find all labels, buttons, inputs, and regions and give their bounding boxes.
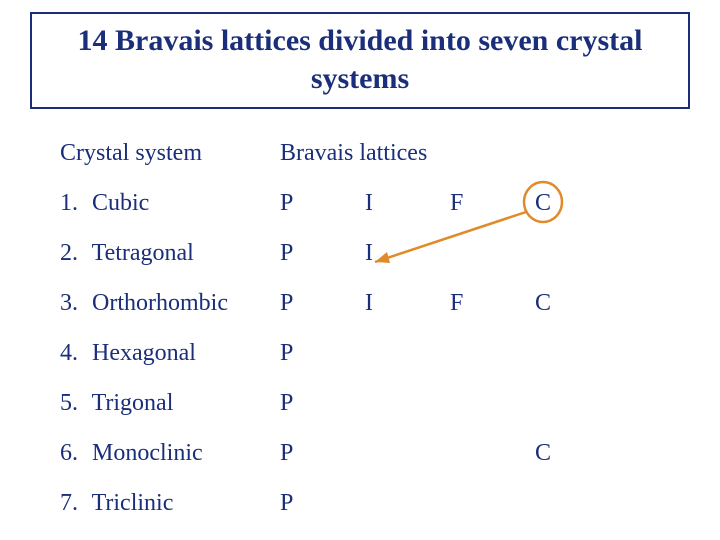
system-cell: 6. Monoclinic bbox=[60, 440, 280, 467]
system-name: Triclinic bbox=[92, 490, 174, 516]
system-cell: 7. Triclinic bbox=[60, 490, 280, 517]
row-number: 4. bbox=[60, 340, 86, 367]
page-title: 14 Bravais lattices divided into seven c… bbox=[42, 22, 678, 97]
cell-f bbox=[450, 490, 535, 517]
cell-p: P bbox=[280, 290, 365, 317]
cell-f bbox=[450, 390, 535, 417]
cell-f: F bbox=[450, 290, 535, 317]
cell-i: I bbox=[365, 190, 450, 217]
cell-p: P bbox=[280, 440, 365, 467]
table-row: 2. Tetragonal P I bbox=[60, 240, 620, 290]
table-header-row: Crystal system Bravais lattices bbox=[60, 140, 620, 190]
system-name: Orthorhombic bbox=[92, 290, 228, 316]
row-number: 5. bbox=[60, 390, 86, 417]
lattice-cells: P I bbox=[280, 240, 620, 267]
system-name: Trigonal bbox=[92, 390, 174, 416]
table-row: 4. Hexagonal P bbox=[60, 340, 620, 390]
cell-p: P bbox=[280, 390, 365, 417]
lattice-cells: P bbox=[280, 340, 620, 367]
cell-f: F bbox=[450, 190, 535, 217]
lattice-cells: P bbox=[280, 390, 620, 417]
system-name: Cubic bbox=[92, 190, 149, 216]
cell-p: P bbox=[280, 340, 365, 367]
lattice-cells: P bbox=[280, 490, 620, 517]
table-row: 6. Monoclinic P C bbox=[60, 440, 620, 490]
system-name: Monoclinic bbox=[92, 440, 203, 466]
system-cell: 5. Trigonal bbox=[60, 390, 280, 417]
cell-f bbox=[450, 440, 535, 467]
system-cell: 1. Cubic bbox=[60, 190, 280, 217]
row-number: 6. bbox=[60, 440, 86, 467]
cell-p: P bbox=[280, 490, 365, 517]
cell-c: C bbox=[535, 290, 620, 317]
cell-c: C bbox=[535, 440, 620, 467]
row-number: 1. bbox=[60, 190, 86, 217]
cell-f bbox=[450, 340, 535, 367]
cell-c bbox=[535, 340, 620, 367]
cell-i bbox=[365, 340, 450, 367]
cell-i bbox=[365, 440, 450, 467]
system-cell: 2. Tetragonal bbox=[60, 240, 280, 267]
title-box: 14 Bravais lattices divided into seven c… bbox=[30, 12, 690, 109]
cell-i bbox=[365, 390, 450, 417]
row-number: 7. bbox=[60, 490, 86, 517]
cell-i bbox=[365, 490, 450, 517]
cell-i: I bbox=[365, 240, 450, 267]
cell-c bbox=[535, 240, 620, 267]
cell-c bbox=[535, 490, 620, 517]
cell-i: I bbox=[365, 290, 450, 317]
cell-c bbox=[535, 390, 620, 417]
system-cell: 3. Orthorhombic bbox=[60, 290, 280, 317]
system-cell: 4. Hexagonal bbox=[60, 340, 280, 367]
lattice-cells: P I F C bbox=[280, 190, 620, 217]
table-row: 5. Trigonal P bbox=[60, 390, 620, 440]
system-name: Tetragonal bbox=[92, 240, 194, 266]
header-system: Crystal system bbox=[60, 140, 280, 167]
table-row: 3. Orthorhombic P I F C bbox=[60, 290, 620, 340]
row-number: 2. bbox=[60, 240, 86, 267]
system-name: Hexagonal bbox=[92, 340, 196, 366]
header-lattices: Bravais lattices bbox=[280, 140, 620, 167]
table-row: 1. Cubic P I F C bbox=[60, 190, 620, 240]
row-number: 3. bbox=[60, 290, 86, 317]
table-row: 7. Triclinic P bbox=[60, 490, 620, 540]
lattice-cells: P I F C bbox=[280, 290, 620, 317]
lattice-table: Crystal system Bravais lattices 1. Cubic… bbox=[60, 140, 620, 540]
cell-c: C bbox=[535, 190, 620, 217]
cell-p: P bbox=[280, 240, 365, 267]
cell-f bbox=[450, 240, 535, 267]
lattice-cells: P C bbox=[280, 440, 620, 467]
cell-p: P bbox=[280, 190, 365, 217]
